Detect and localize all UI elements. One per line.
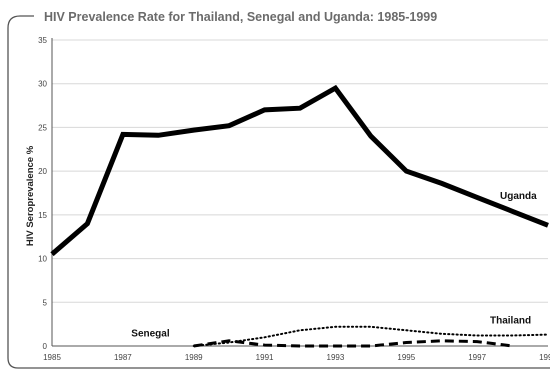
series-labels: Uganda Thailand Senegal [131, 191, 537, 339]
x-tick-label: 1991 [256, 353, 274, 362]
y-tick-label: 35 [38, 36, 47, 45]
series-line-senegal [193, 339, 513, 348]
tick-labels: 0 5 10 15 20 25 30 35 1985 1987 1989 1991 1993 1995 19… [38, 36, 550, 362]
chart-title: HIV Prevalence Rate for Thailand, Senega… [44, 10, 437, 24]
y-tick-label: 5 [43, 298, 48, 307]
x-tick-label: 1997 [468, 353, 486, 362]
series-label-uganda: Uganda [500, 191, 537, 202]
y-tick-label: 0 [43, 342, 48, 351]
chart-frame [7, 15, 550, 369]
x-tick-label: 1989 [185, 353, 203, 362]
x-tick-label: 1995 [397, 353, 415, 362]
x-tick-label: 1987 [114, 353, 132, 362]
series-label-senegal: Senegal [131, 328, 170, 339]
y-axis-label: HIV Seroprevalence % [25, 145, 36, 246]
series-lines [50, 84, 549, 348]
gridlines [52, 39, 548, 303]
y-tick-label: 25 [38, 123, 47, 132]
y-tick-label: 20 [38, 167, 47, 176]
title-backdrop [34, 8, 550, 24]
series-line-uganda [50, 84, 549, 257]
x-tick-label: 1993 [327, 353, 345, 362]
series-label-thailand: Thailand [490, 315, 531, 326]
x-tick-label: 1985 [43, 353, 61, 362]
x-tick-label: 1999 [539, 353, 550, 362]
series-line-thailand [192, 325, 549, 347]
y-tick-label: 10 [38, 255, 47, 264]
y-tick-label: 30 [38, 80, 47, 89]
y-tick-label: 15 [38, 211, 47, 220]
